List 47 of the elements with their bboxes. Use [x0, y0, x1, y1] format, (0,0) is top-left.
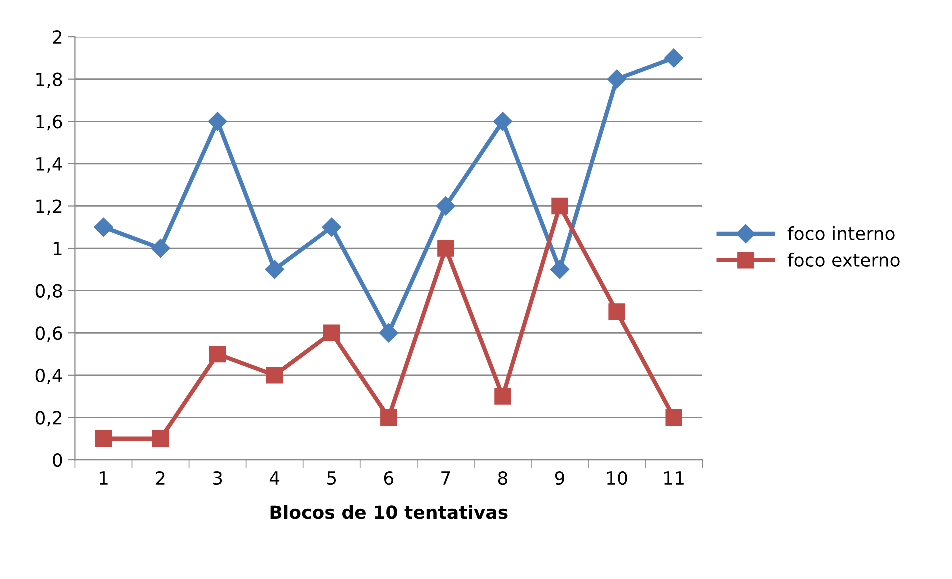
- point: [494, 388, 512, 405]
- point: [208, 112, 228, 132]
- x-tick-label: 7: [442, 472, 450, 485]
- legend-label: foco interno: [788, 226, 895, 241]
- point: [95, 430, 112, 448]
- x-tick-label: 4: [270, 472, 280, 485]
- point: [379, 324, 398, 343]
- y-tick-label: 1,6: [36, 115, 62, 131]
- x-tick-label: 6: [384, 471, 394, 486]
- y-tick-label: 0,8: [36, 284, 62, 300]
- x-tick-label: 5: [328, 472, 336, 486]
- point: [380, 409, 398, 426]
- y-tick-label: 1,2: [36, 200, 62, 216]
- y-tick-label: 1: [54, 242, 62, 256]
- point: [436, 196, 456, 216]
- x-tick-label: 9: [555, 471, 564, 486]
- point: [664, 48, 684, 68]
- x-tick-label: 11: [664, 472, 684, 485]
- y-tick-label: 1,4: [36, 158, 62, 173]
- x-tick-label: 8: [498, 471, 508, 486]
- y-tick-label: 0: [53, 453, 62, 468]
- point: [266, 367, 284, 384]
- x-tick-label: 3: [213, 471, 222, 486]
- point: [94, 218, 114, 237]
- x-tick-label: 10: [608, 471, 628, 486]
- point: [552, 198, 568, 215]
- x-tick-label: 1: [100, 472, 108, 485]
- point: [324, 324, 340, 342]
- legend-label: foco externo: [788, 253, 900, 268]
- x-axis-title: Blocos de 10 tentativas: [270, 505, 508, 520]
- y-tick-label: 0,6: [36, 326, 62, 342]
- point: [322, 218, 342, 237]
- point: [608, 304, 626, 320]
- point: [209, 346, 226, 363]
- point: [493, 112, 512, 132]
- point: [438, 240, 454, 257]
- point: [607, 70, 627, 89]
- y-tick-label: 2: [53, 30, 62, 44]
- point: [151, 239, 170, 258]
- point: [152, 430, 170, 448]
- y-tick-label: 1,8: [36, 72, 62, 88]
- y-tick-label: 0,4: [36, 368, 62, 384]
- point: [550, 260, 570, 280]
- y-tick-label: 0,2: [36, 411, 62, 427]
- point: [666, 409, 682, 426]
- x-tick-label: 2: [156, 471, 165, 485]
- point: [265, 260, 284, 280]
